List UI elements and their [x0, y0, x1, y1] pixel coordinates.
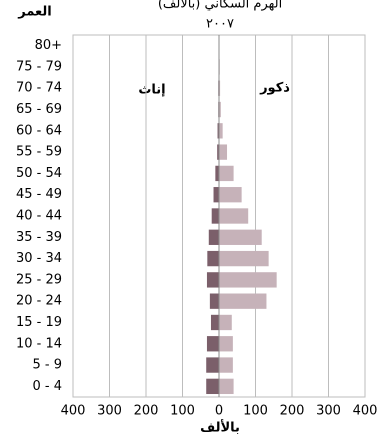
y-tick-label: 35 - 39	[16, 230, 62, 245]
bar	[219, 272, 277, 288]
bar	[215, 165, 219, 182]
x-tick-label: 300	[316, 404, 341, 419]
bar	[206, 378, 219, 395]
y-tick-label: 0 - 4	[33, 379, 63, 394]
bar	[208, 229, 219, 245]
bar	[209, 293, 219, 309]
bar	[219, 80, 221, 96]
bar	[219, 208, 249, 224]
chart-title: الهرم السكاني (بالألف)	[158, 0, 282, 12]
x-tick-label: 300	[97, 404, 122, 419]
bar	[219, 123, 223, 139]
bar	[211, 208, 219, 224]
y-tick-label: 40 - 44	[16, 209, 62, 224]
bar	[210, 314, 219, 331]
x-tick-label: 400	[61, 404, 86, 419]
y-tick-label: 20 - 24	[16, 294, 62, 309]
bar	[213, 187, 219, 203]
x-tick-label: 200	[134, 404, 159, 419]
bar	[217, 144, 219, 160]
bar	[219, 250, 269, 267]
bar	[206, 336, 219, 352]
y-tick-label: 10 - 14	[16, 336, 62, 351]
y-tick-label: 15 - 19	[16, 315, 62, 330]
bar	[219, 144, 228, 160]
bar	[219, 314, 232, 331]
bar	[206, 357, 219, 373]
bar	[219, 165, 234, 182]
y-tick-label: 45 - 49	[16, 187, 62, 202]
x-tick-label: 100	[170, 404, 195, 419]
y-tick-label: 75 - 79	[16, 59, 62, 74]
y-tick-label: 55 - 59	[16, 145, 62, 160]
bar	[219, 187, 242, 203]
bar	[219, 357, 233, 373]
bar	[217, 123, 219, 139]
y-tick-label: 60 - 64	[16, 123, 62, 138]
x-tick-label: 200	[280, 404, 305, 419]
x-axis-label: بالألف	[200, 419, 240, 436]
y-tick-label: 70 - 74	[16, 81, 62, 96]
y-tick-label: 80+	[35, 38, 62, 53]
y-tick-label: 65 - 69	[16, 102, 62, 117]
annotation: ذكور	[259, 81, 290, 96]
y-tick-label: 30 - 34	[16, 251, 62, 266]
bar	[219, 336, 233, 352]
bar	[219, 229, 262, 245]
x-tick-label: 0	[215, 404, 223, 419]
bar	[219, 293, 267, 309]
y-tick-label: 5 - 9	[33, 358, 63, 373]
y-tick-label: 25 - 29	[16, 272, 62, 287]
annotation: إناث	[138, 83, 165, 98]
bar	[207, 250, 219, 267]
bar	[206, 272, 219, 288]
bar	[219, 378, 234, 395]
chart-subtitle: ٢٠٠٧	[206, 17, 234, 32]
bar	[219, 101, 221, 118]
x-tick-label: 400	[353, 404, 378, 419]
x-tick-label: 100	[243, 404, 268, 419]
y-tick-label: 50 - 54	[16, 166, 62, 181]
y-axis-label: العمر	[17, 5, 51, 20]
